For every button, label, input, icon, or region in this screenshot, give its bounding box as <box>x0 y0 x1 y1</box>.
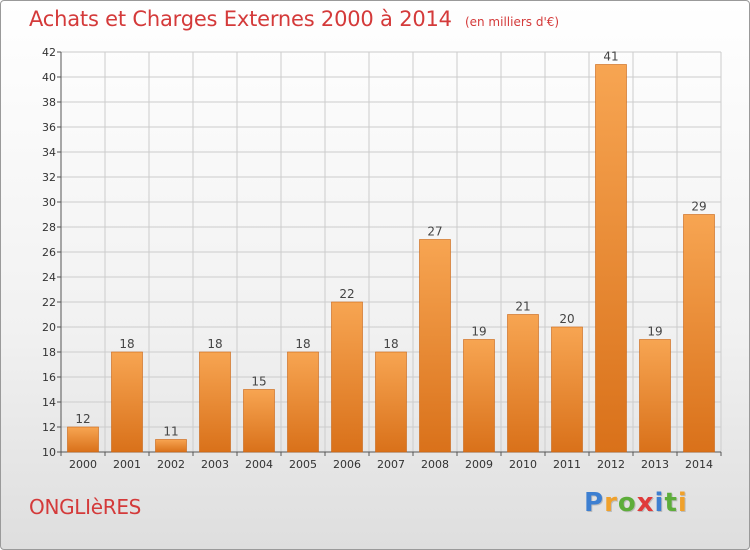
bar <box>111 351 143 453</box>
x-tick-label: 2007 <box>377 458 405 471</box>
y-tick-label: 22 <box>42 296 56 309</box>
x-tick-label: 2014 <box>685 458 713 471</box>
data-label: 18 <box>119 337 134 351</box>
bar <box>155 439 187 453</box>
x-tick-label: 2010 <box>509 458 537 471</box>
bar <box>507 314 539 453</box>
bar <box>419 239 451 453</box>
data-label: 20 <box>559 312 574 326</box>
logo-letter: i <box>654 488 665 518</box>
x-tick-label: 2005 <box>289 458 317 471</box>
data-label: 41 <box>603 50 618 64</box>
logo-letter: o <box>617 488 637 518</box>
y-tick-label: 26 <box>42 246 56 259</box>
data-label: 19 <box>647 325 662 339</box>
y-tick-label: 20 <box>42 321 56 334</box>
data-label: 12 <box>75 412 90 426</box>
x-tick-label: 2009 <box>465 458 493 471</box>
chart-title-text: Achats et Charges Externes 2000 à 2014 <box>29 7 452 31</box>
x-tick-label: 2011 <box>553 458 581 471</box>
x-tick-label: 2006 <box>333 458 361 471</box>
bar <box>243 389 275 453</box>
y-tick-label: 34 <box>42 146 56 159</box>
y-tick-label: 14 <box>42 396 56 409</box>
chart-title: Achats et Charges Externes 2000 à 2014 (… <box>29 7 559 31</box>
bar <box>375 351 407 453</box>
data-label: 19 <box>471 325 486 339</box>
x-tick-label: 2004 <box>245 458 273 471</box>
bar <box>595 64 627 453</box>
bar <box>67 426 99 453</box>
logo-letter: x <box>636 488 655 518</box>
bar <box>287 351 319 453</box>
bars <box>67 64 715 453</box>
y-tick-label: 12 <box>42 421 56 434</box>
x-tick-label: 2003 <box>201 458 229 471</box>
data-label: 18 <box>295 337 310 351</box>
logo-letter: t <box>664 488 678 518</box>
y-tick-label: 36 <box>42 121 56 134</box>
data-label: 22 <box>339 287 354 301</box>
y-tick-label: 28 <box>42 221 56 234</box>
y-tick-label: 18 <box>42 346 56 359</box>
logo-letter: i <box>677 488 688 518</box>
x-tick-label: 2002 <box>157 458 185 471</box>
bar <box>463 339 495 453</box>
y-tick-label: 16 <box>42 371 56 384</box>
x-tick-label: 2012 <box>597 458 625 471</box>
y-tick-label: 40 <box>42 71 56 84</box>
y-tick-label: 10 <box>42 446 56 459</box>
x-tick-label: 2008 <box>421 458 449 471</box>
y-tick-label: 24 <box>42 271 56 284</box>
logo-letter: r <box>604 488 618 518</box>
bar <box>683 214 715 453</box>
y-tick-label: 30 <box>42 196 56 209</box>
data-label: 15 <box>251 375 266 389</box>
data-label: 29 <box>691 200 706 214</box>
x-tick-label: 2001 <box>113 458 141 471</box>
bar <box>639 339 671 453</box>
y-tick-label: 38 <box>42 96 56 109</box>
data-label: 11 <box>163 425 178 439</box>
chart-unit-label: (en milliers d'€) <box>464 15 560 29</box>
data-label: 27 <box>427 225 442 239</box>
proxiti-logo: Proxiti <box>584 488 688 518</box>
data-label: 18 <box>207 337 222 351</box>
y-tick-label: 42 <box>42 46 56 59</box>
x-tick-label: 2000 <box>69 458 97 471</box>
logo-letter: P <box>584 488 605 518</box>
bar <box>199 351 231 453</box>
data-labels: 12 18 11 18 15 18 22 18 27 19 21 20 41 19 29 <box>75 50 706 439</box>
bar <box>331 301 363 453</box>
x-tick-label: 2013 <box>641 458 669 471</box>
bar <box>551 326 583 453</box>
commune-name: ONGLIèRES <box>29 495 142 519</box>
data-label: 18 <box>383 337 398 351</box>
data-label: 21 <box>515 300 530 314</box>
y-tick-label: 32 <box>42 171 56 184</box>
